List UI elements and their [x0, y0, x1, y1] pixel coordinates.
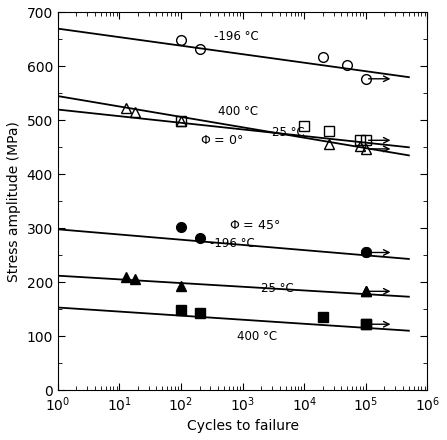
Text: 400 °C: 400 °C — [218, 105, 258, 118]
Text: 25 °C: 25 °C — [272, 126, 305, 139]
Text: 400 °C: 400 °C — [236, 330, 277, 343]
Y-axis label: Stress amplitude (MPa): Stress amplitude (MPa) — [7, 121, 21, 282]
X-axis label: Cycles to failure: Cycles to failure — [186, 419, 299, 433]
Text: -196 °C: -196 °C — [211, 237, 255, 250]
Text: 25 °C: 25 °C — [261, 282, 294, 295]
Text: $\Phi$ = 45°: $\Phi$ = 45° — [229, 219, 280, 232]
Text: -196 °C: -196 °C — [215, 30, 259, 43]
Text: $\Phi$ = 0°: $\Phi$ = 0° — [199, 134, 243, 147]
